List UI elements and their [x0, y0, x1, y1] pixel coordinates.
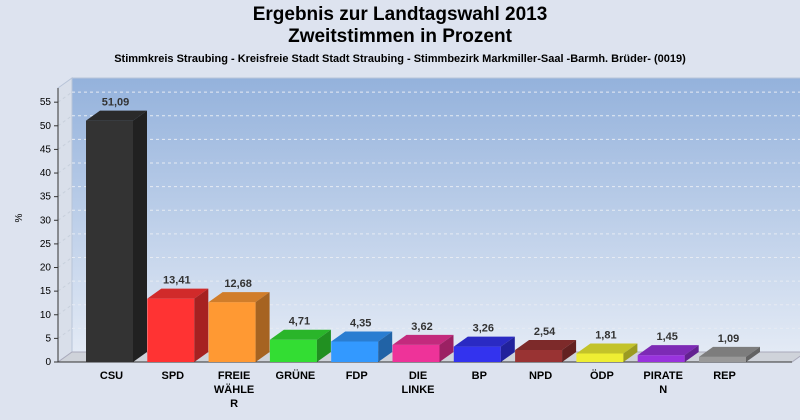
- bar-side: [439, 334, 454, 362]
- bar: [208, 292, 270, 362]
- data-label: 12,68: [224, 278, 252, 290]
- gridline-side: [57, 91, 73, 103]
- chart-title-line-2: Zweitstimmen in Prozent: [288, 26, 512, 47]
- gridline-side: [57, 209, 73, 221]
- y-tick-label: 45: [40, 144, 52, 155]
- bar-top: [208, 292, 270, 303]
- bar-side: [500, 336, 515, 362]
- bar-front: [699, 356, 746, 362]
- x-tick-label: R: [230, 398, 238, 410]
- bar-front: [147, 298, 195, 362]
- bar: [147, 288, 209, 362]
- chart-title-line-1: Ergebnis zur Landtagswahl 2013: [252, 4, 548, 25]
- data-label: 4,71: [289, 316, 310, 328]
- bar-top: [392, 334, 454, 345]
- bar-top: [453, 336, 515, 347]
- gridline-side: [57, 186, 73, 198]
- y-tick-label: 25: [40, 239, 52, 250]
- x-tick-label: FREIE: [218, 370, 250, 382]
- y-tick-label: 10: [40, 310, 52, 321]
- y-tick-label: 35: [40, 192, 52, 203]
- bar: [515, 340, 577, 362]
- bar-side: [562, 340, 577, 362]
- x-tick-label: BP: [472, 370, 487, 382]
- y-tick-label: 30: [40, 215, 52, 226]
- gridline-side: [57, 280, 73, 292]
- bar-front: [637, 355, 685, 362]
- bar-top: [147, 288, 209, 299]
- gridline-side: [57, 304, 73, 316]
- bar-top: [269, 329, 331, 340]
- x-tick-label: N: [659, 384, 667, 396]
- x-tick-label: SPD: [161, 370, 184, 382]
- data-label: 1,81: [595, 329, 616, 341]
- bar-side: [746, 346, 760, 362]
- gridline-side: [57, 327, 73, 339]
- bar-front: [86, 120, 133, 362]
- bar-top: [515, 340, 577, 351]
- y-tick-label: 55: [40, 97, 52, 108]
- x-tick-label: WÄHLE: [214, 383, 254, 396]
- bar: [699, 346, 760, 362]
- bar-top: [331, 331, 393, 342]
- gridline-side: [57, 233, 73, 245]
- data-label: 2,54: [534, 326, 556, 338]
- gridline-side: [57, 162, 73, 174]
- data-label: 13,41: [163, 275, 191, 287]
- data-label: 1,45: [656, 331, 677, 343]
- x-tick-label: DIE: [409, 370, 427, 382]
- bar-front: [331, 341, 379, 362]
- bar: [392, 334, 454, 362]
- x-tick-label: PIRATE: [643, 370, 683, 382]
- x-tick-label: ÖDP: [590, 369, 614, 382]
- data-label: 3,26: [473, 323, 494, 335]
- bar-side: [316, 329, 331, 362]
- bar-top: [86, 110, 147, 121]
- bar: [453, 336, 515, 362]
- y-tick-label: 20: [40, 263, 52, 274]
- y-tick-label: 40: [40, 168, 52, 179]
- bar-side: [684, 345, 699, 362]
- bar: [331, 331, 393, 362]
- chart-subtitle: Stimmkreis Straubing - Kreisfreie Stadt …: [114, 53, 686, 65]
- bar-front: [515, 350, 563, 362]
- bar: [269, 329, 331, 362]
- bar-top: [576, 343, 638, 354]
- bar-side: [623, 343, 638, 362]
- x-tick-label: NPD: [529, 370, 552, 382]
- bar-top: [699, 346, 760, 357]
- y-axis-label: %: [14, 213, 25, 222]
- y-tick-label: 50: [40, 121, 52, 132]
- x-tick-label: GRÜNE: [276, 369, 316, 382]
- bar-side: [194, 288, 209, 362]
- y-tick-label: 5: [45, 333, 51, 344]
- bar-side: [378, 331, 393, 362]
- x-tick-label: CSU: [100, 370, 123, 382]
- gridline-side: [57, 115, 73, 127]
- y-tick-label: 0: [45, 357, 51, 368]
- data-label: 1,09: [718, 333, 739, 345]
- gridline-side: [57, 257, 73, 268]
- bar: [637, 345, 699, 362]
- bar: [576, 343, 638, 362]
- data-label: 3,62: [411, 321, 432, 333]
- gridline-side: [57, 139, 73, 150]
- bar-front: [576, 353, 624, 362]
- bar-front: [208, 302, 256, 362]
- bar: [86, 110, 147, 362]
- bar-top: [637, 345, 699, 356]
- bar-side: [255, 292, 270, 362]
- x-tick-label: LINKE: [402, 384, 435, 396]
- bar-side: [133, 110, 147, 362]
- bar-front: [392, 344, 440, 362]
- data-label: 4,35: [350, 317, 371, 329]
- y-tick-label: 15: [40, 286, 52, 297]
- bar-front: [269, 339, 317, 362]
- bar-front: [453, 346, 501, 362]
- x-tick-label: FDP: [346, 370, 368, 382]
- chart-title: Ergebnis zur Landtagswahl 2013 Zweitstim…: [0, 4, 800, 48]
- data-label: 51,09: [102, 97, 130, 109]
- x-tick-label: REP: [713, 370, 736, 382]
